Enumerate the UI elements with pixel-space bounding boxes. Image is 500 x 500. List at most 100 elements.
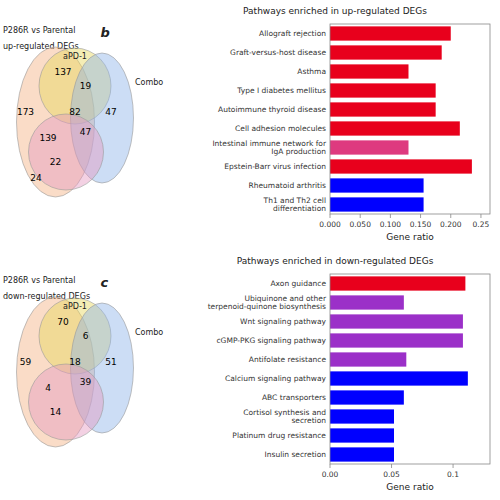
category-label: Type I diabetes mellitus xyxy=(236,86,326,95)
venn-title: P286R vs Parental xyxy=(3,276,75,285)
bars xyxy=(330,276,468,461)
category-label: Allograft rejection xyxy=(259,29,326,38)
category-label: Insulin secretion xyxy=(265,450,327,459)
category-label-line: Rheumatoid arthritis xyxy=(249,181,327,190)
bar xyxy=(330,276,465,290)
category-label: Wnt signaling pathway xyxy=(240,317,326,326)
category-label: Rheumatoid arthritis xyxy=(249,181,327,190)
venn-count: 70 xyxy=(57,317,69,327)
venn-count: 4 xyxy=(45,383,51,393)
category-label: Asthma xyxy=(297,67,326,76)
bar xyxy=(330,314,463,328)
x-tick xyxy=(390,214,391,218)
category-label-line: Axon guidance xyxy=(270,279,326,288)
bar xyxy=(330,178,424,192)
category-label: Graft-versus-host disease xyxy=(230,48,326,57)
category-label: Antifolate resistance xyxy=(249,355,327,364)
category-label-line: differentiation xyxy=(273,204,326,213)
category-label-line: Insulin secretion xyxy=(265,450,327,459)
venn-count: 19 xyxy=(80,81,92,91)
x-tick xyxy=(450,214,451,218)
chart-title: Pathways enriched in down-regulated DEGs xyxy=(237,256,434,266)
bar xyxy=(330,352,406,366)
category-label-line: Platinum drug resistance xyxy=(232,431,326,440)
venn-count: 14 xyxy=(50,407,62,417)
x-axis-label: Gene ratio xyxy=(386,482,434,492)
venn-panel: P286R vs Parentalup-regulated DEGsbaPD-1… xyxy=(3,25,163,197)
venn-title: P286R vs Parental xyxy=(3,26,75,35)
category-label-line: Wnt signaling pathway xyxy=(240,317,326,326)
x-tick xyxy=(420,214,421,218)
category-label-line: IgA production xyxy=(271,147,326,156)
x-tick-label: 0.100 xyxy=(380,220,402,229)
chart-title: Pathways enriched in up-regulated DEGs xyxy=(243,6,427,16)
category-label-line: Graft-versus-host disease xyxy=(230,48,326,57)
venn-count: 47 xyxy=(80,127,91,137)
venn-count: 18 xyxy=(69,357,81,367)
x-tick xyxy=(480,214,481,218)
bar xyxy=(330,295,404,309)
x-tick-label: 0.25 xyxy=(473,220,490,229)
category-label: cGMP-PKG signaling pathway xyxy=(217,336,327,345)
x-tick-label: 0.150 xyxy=(410,220,432,229)
venn-count: 6 xyxy=(83,331,89,341)
set-label: Combo xyxy=(135,328,163,337)
category-label: Cell adhesion molecules xyxy=(235,124,326,133)
category-label-line: ABC transporters xyxy=(262,393,326,402)
venn-count: 39 xyxy=(80,377,92,387)
category-label-line: secretion xyxy=(291,416,326,425)
bar xyxy=(330,447,394,461)
venn-set xyxy=(29,364,104,440)
bar-panel: Pathways enriched in down-regulated DEGs… xyxy=(208,256,490,492)
bar xyxy=(330,140,408,154)
category-label: Intestinal immune network forIgA product… xyxy=(212,139,327,157)
category-label-line: Cell adhesion molecules xyxy=(235,124,326,133)
x-tick xyxy=(453,464,454,468)
x-tick xyxy=(330,214,331,218)
bar xyxy=(330,26,451,40)
bar xyxy=(330,428,394,442)
panel-letter: b xyxy=(101,25,110,40)
panel-letter: c xyxy=(101,275,109,290)
x-tick-label: 0.05 xyxy=(383,470,400,479)
category-label: Platinum drug resistance xyxy=(232,431,326,440)
x-tick xyxy=(330,464,331,468)
venn-count: 137 xyxy=(54,67,71,77)
bar xyxy=(330,83,436,97)
bar xyxy=(330,371,468,385)
x-tick-label: 0.200 xyxy=(440,220,462,229)
category-label: Ubiquinone and otherterpenoid-quinone bi… xyxy=(208,294,327,312)
set-label: Combo xyxy=(135,78,163,87)
x-tick xyxy=(360,214,361,218)
bar xyxy=(330,159,472,173)
venn-count: 59 xyxy=(20,357,32,367)
x-tick-label: 0.00 xyxy=(322,470,339,479)
plot-frame xyxy=(330,24,490,214)
category-label-line: Autoimmune thyroid disease xyxy=(218,105,326,114)
category-label-line: cGMP-PKG signaling pathway xyxy=(217,336,327,345)
venn-count: 139 xyxy=(39,133,56,143)
x-tick-label: 0.000 xyxy=(319,220,341,229)
figure: P286R vs Parentalup-regulated DEGsbaPD-1… xyxy=(0,0,500,500)
bars xyxy=(330,26,472,211)
bar xyxy=(330,390,404,404)
x-tick-label: 0.050 xyxy=(349,220,371,229)
venn-count: 51 xyxy=(105,357,116,367)
venn-count: 22 xyxy=(50,157,61,167)
bar xyxy=(330,45,442,59)
category-label: Autoimmune thyroid disease xyxy=(218,105,326,114)
bar xyxy=(330,197,424,211)
category-label: Axon guidance xyxy=(270,279,326,288)
category-label-line: Asthma xyxy=(297,67,326,76)
category-label-line: Type I diabetes mellitus xyxy=(236,86,326,95)
category-label: Epstein-Barr virus infection xyxy=(224,162,326,171)
venn-panel: P286R vs Parentaldown-regulated DEGscaPD… xyxy=(3,275,163,447)
category-label-line: Allograft rejection xyxy=(259,29,326,38)
bar-panel: Pathways enriched in up-regulated DEGs Al… xyxy=(212,6,490,242)
bar xyxy=(330,102,436,116)
venn-count: 24 xyxy=(30,173,42,183)
category-label: Th1 and Th2 celldifferentiation xyxy=(263,196,327,214)
category-label-line: Calcium signaling pathway xyxy=(225,374,327,383)
x-axis-label: Gene ratio xyxy=(386,232,434,242)
category-label-line: terpenoid-quinone biosynthesis xyxy=(208,302,326,311)
